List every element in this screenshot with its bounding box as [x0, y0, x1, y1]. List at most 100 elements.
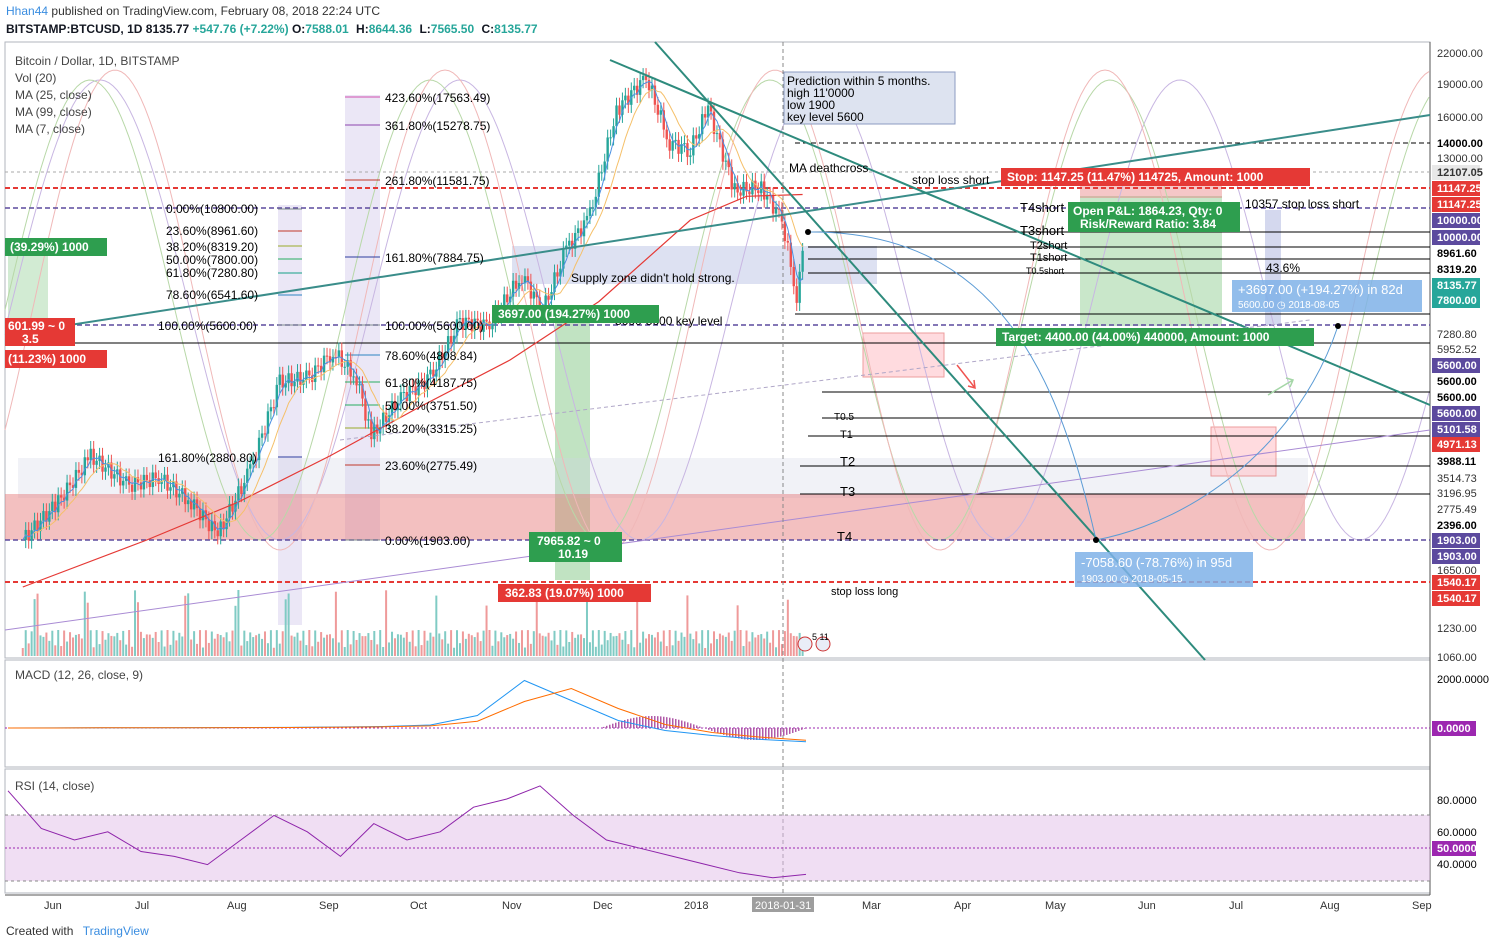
volume-bar: [237, 590, 240, 656]
candle-body: [95, 460, 98, 465]
candle-body: [656, 104, 660, 115]
macd-title[interactable]: MACD (12, 26, close, 9): [15, 668, 143, 682]
price-axis-label: 3514.73: [1437, 473, 1477, 485]
volume-bar: [526, 630, 529, 656]
candle-body: [603, 161, 606, 173]
price-axis-label: 2775.49: [1437, 504, 1477, 516]
candle-body: [695, 135, 698, 139]
volume-bar: [748, 641, 751, 656]
price-tag: 5101.58: [1437, 424, 1477, 436]
volume-bar: [591, 630, 594, 656]
volume-bar: [529, 643, 532, 656]
volume-bar: [627, 644, 630, 656]
price-tags: 14000.00 12107.05 11147.25 11147.25 10000.00…: [1432, 136, 1483, 606]
macd-hist-bar: [633, 717, 635, 728]
candle-body: [621, 100, 624, 115]
rsi-title[interactable]: RSI (14, close): [15, 779, 94, 793]
candle-body: [210, 521, 214, 532]
volume-bar: [101, 631, 104, 656]
volume-bar: [219, 635, 222, 656]
candle-body: [736, 183, 739, 193]
rsi-level: 50.0000: [1437, 843, 1477, 855]
price-tag-bg: [1432, 406, 1480, 421]
volume-bar: [470, 635, 473, 656]
candle-body: [163, 474, 166, 481]
candle-body: [455, 319, 459, 336]
projection-point-2: [1093, 537, 1099, 543]
legend-ma25[interactable]: MA (25, close): [15, 88, 92, 102]
candle-body: [257, 437, 261, 461]
volume-bar: [509, 633, 512, 656]
macd-hist-bar: [666, 717, 668, 728]
candle-body: [579, 228, 583, 237]
legend-ma7[interactable]: MA (7, close): [15, 122, 85, 136]
volume-bar: [426, 640, 429, 656]
volume-bar: [423, 630, 426, 656]
flag-icon-2: [815, 636, 831, 652]
volume-bar: [621, 639, 624, 656]
time-axis[interactable]: Jun Jul Aug Sep Oct Nov Dec 2018 Mar Apr May Jun Jul…: [44, 900, 1432, 912]
volume-bar: [364, 636, 367, 656]
volume-bar: [648, 634, 651, 656]
volume-bar: [757, 634, 760, 656]
macd-zero-tag-bg: [1432, 721, 1476, 736]
volume-bar: [193, 631, 196, 656]
candle-body: [476, 318, 479, 321]
volume-bar: [323, 637, 326, 656]
high-value: 8644.36: [368, 22, 413, 36]
candle-body: [733, 183, 736, 190]
volume-bar: [659, 641, 662, 656]
legend-ma99[interactable]: MA (99, close): [15, 105, 92, 119]
rising-trendline: [4, 114, 1431, 336]
time-axis-label: Apr: [954, 900, 971, 912]
volume-bar: [432, 636, 435, 656]
volume-bar: [281, 631, 284, 656]
price-axis[interactable]: 22000.00 19000.00 16000.00 13000.00 7800.00 7…: [1437, 48, 1483, 664]
volume-bar: [615, 635, 618, 656]
macd-axis-top: 2000.0000: [1437, 674, 1489, 686]
volume-bar: [36, 593, 39, 656]
candle-body: [576, 228, 580, 233]
candle-body: [178, 493, 181, 498]
author-link[interactable]: Hhan44: [6, 4, 49, 18]
volume-bar: [119, 640, 122, 656]
candle-body: [142, 474, 146, 490]
volume-bar: [246, 641, 249, 656]
volume-bar: [408, 641, 411, 656]
legend-vol[interactable]: Vol (20): [15, 71, 56, 85]
candle-body: [364, 398, 367, 421]
volume-bar: [249, 632, 252, 656]
macd-hist-bar: [753, 728, 755, 740]
ma99-line: [22, 193, 803, 588]
price-tag: 10000.00: [1437, 215, 1483, 227]
candle-body: [721, 139, 725, 162]
candle-body: [550, 292, 553, 300]
candle-body: [201, 510, 205, 521]
volume-bar: [739, 630, 742, 656]
tradingview-link[interactable]: TradingView: [82, 924, 149, 938]
price-tag: 1903.00: [1437, 535, 1477, 547]
candle-body: [399, 392, 403, 404]
candle-body: [547, 295, 550, 300]
candle-body: [609, 137, 612, 139]
flag-icon-1: [797, 636, 813, 652]
mid-red-tag: 362.83 (19.07%) 1000: [505, 586, 624, 600]
candle-body: [482, 319, 485, 332]
price-tag-bg: [1432, 246, 1480, 261]
volume-bar: [340, 630, 343, 656]
volume-bar: [222, 637, 225, 656]
fib-left-0: 0.00%(10800.00): [166, 202, 258, 216]
fib-left-4: 61.80%(7280.80): [166, 266, 258, 280]
fib-left-7: 161.80%(2880.80): [158, 451, 257, 465]
volume-bar: [60, 646, 63, 656]
candle-body: [370, 419, 373, 440]
candle-body: [86, 457, 89, 461]
volume-bar: [441, 639, 444, 656]
deathcross-label: MA deathcross: [789, 161, 868, 175]
candle-body: [559, 268, 562, 277]
volume-bar: [447, 643, 450, 656]
gray-band: [18, 458, 1308, 498]
volume-bar: [642, 631, 645, 656]
volume-bar: [33, 599, 36, 656]
